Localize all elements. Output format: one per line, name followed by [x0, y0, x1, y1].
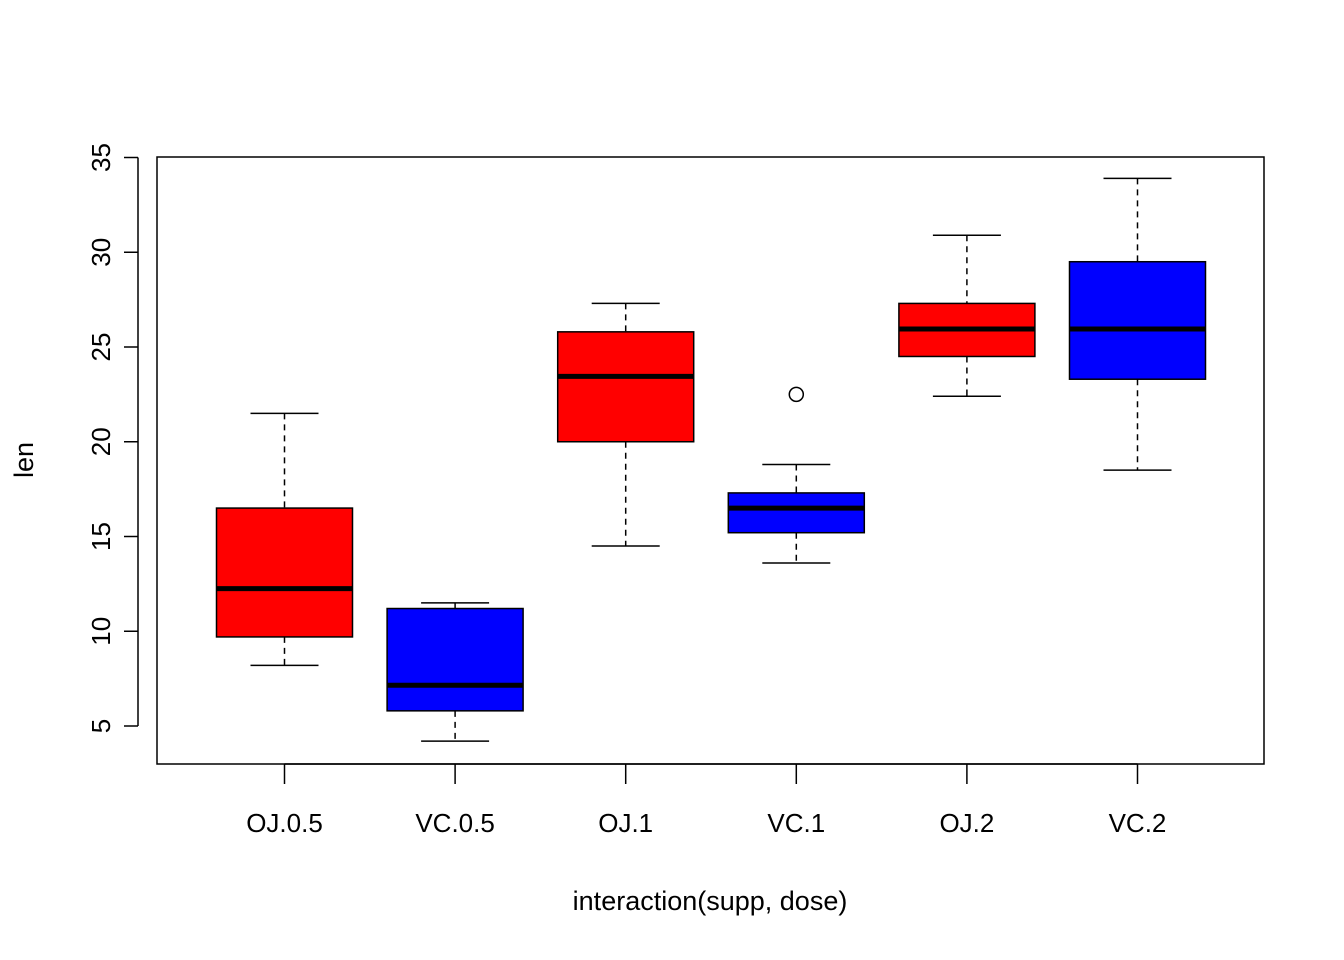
iqr-box [728, 493, 864, 533]
y-tick-label: 5 [86, 719, 116, 733]
box-VC.0.5 [387, 603, 523, 741]
x-tick-label: VC.2 [1109, 808, 1167, 838]
y-tick-label: 30 [86, 238, 116, 267]
x-tick-label: OJ.1 [598, 808, 653, 838]
x-axis-title: interaction(supp, dose) [573, 886, 848, 916]
box-OJ.1 [558, 303, 694, 546]
iqr-box [1070, 262, 1206, 379]
box-OJ.2 [899, 235, 1035, 396]
x-axis: OJ.0.5 VC.0.5 OJ.1 VC.1 OJ.2 VC.2 [246, 764, 1166, 838]
box-VC.1 [728, 387, 864, 563]
plot-frame [157, 157, 1264, 764]
x-tick-label: OJ.2 [939, 808, 994, 838]
x-tick-label: VC.1 [767, 808, 825, 838]
iqr-box [217, 508, 353, 637]
iqr-box [387, 609, 523, 711]
box-VC.2 [1070, 178, 1206, 470]
y-tick-label: 10 [86, 617, 116, 646]
y-axis: 5 10 15 20 25 30 35 [86, 143, 138, 733]
y-tick-label: 15 [86, 522, 116, 551]
y-tick-label: 35 [86, 143, 116, 172]
iqr-box [558, 332, 694, 442]
boxes [217, 178, 1206, 741]
y-axis-title: len [9, 442, 39, 478]
box-OJ.0.5 [217, 413, 353, 665]
y-tick-label: 25 [86, 333, 116, 362]
x-tick-label: OJ.0.5 [246, 808, 323, 838]
x-tick-label: VC.0.5 [415, 808, 495, 838]
boxplot-chart: 5 10 15 20 25 30 35 OJ.0.5 VC.0.5 OJ.1 VC.1 OJ.2 VC… [0, 0, 1344, 960]
outlier-point [789, 387, 803, 401]
y-tick-label: 20 [86, 427, 116, 456]
